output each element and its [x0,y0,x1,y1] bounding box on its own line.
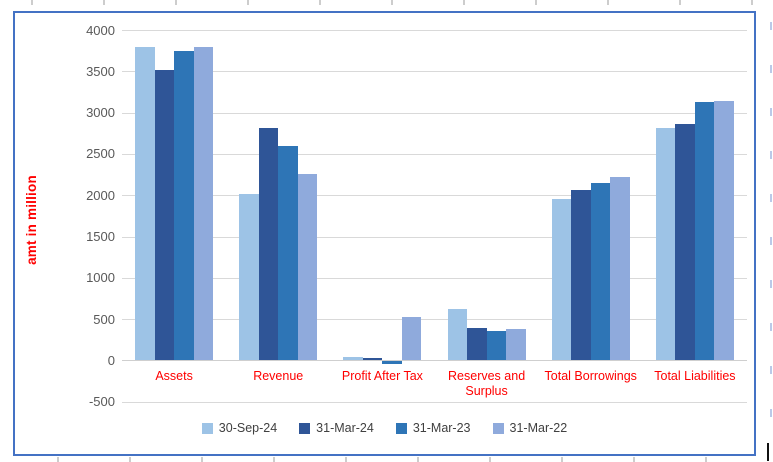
legend-label: 31-Mar-24 [316,421,374,435]
legend-item-31-Mar-24[interactable]: 31-Mar-24 [299,421,374,435]
worksheet-row-tick [770,65,772,73]
legend: 30-Sep-24 31-Mar-24 31-Mar-23 31-Mar-22 [15,417,754,439]
legend-swatch-icon [492,422,504,434]
gridline-3000 [122,112,747,114]
gridline-500 [122,319,747,321]
y-tick-label-3500: 3500 [86,63,115,79]
bar-31-Mar-24-reserves-and-surplus[interactable] [467,328,487,361]
bar-31-Mar-24-revenue[interactable] [258,128,279,361]
worksheet-column-tick [175,0,177,5]
y-tick-label-4000: 4000 [86,22,115,38]
gridline-3500 [122,71,747,73]
y-tick-label-1500: 1500 [86,229,115,244]
y-tick-label-500: 500 [93,311,115,327]
bar-31-Mar-22-reserves-and-surplus[interactable] [506,329,526,361]
bar-31-Mar-22-total-liabilities[interactable] [714,101,734,361]
y-tick-label-2000: 2000 [86,187,115,203]
y-tick-label-3000: 3000 [86,105,115,121]
cell-cursor [767,443,769,461]
category-label-revenue: Revenue [253,369,304,384]
worksheet-column-tick [705,457,707,462]
worksheet-row-tick [770,409,772,417]
worksheet-column-tick [751,0,753,5]
worksheet-row-tick [770,237,772,245]
y-tick-label-0: 0 [107,352,115,368]
worksheet-column-tick [561,457,563,462]
bar-30-Sep-24-assets[interactable] [135,46,155,361]
gridline-2500 [122,153,747,155]
worksheet-row-tick [770,151,772,159]
category-label-total-liabilities: Total Liabilities [654,369,736,384]
worksheet-column-tick [273,457,275,462]
legend-swatch-icon [395,422,407,434]
bar-31-Mar-24-total-liabilities[interactable] [675,124,695,361]
bar-31-Mar-22-revenue[interactable] [297,173,318,361]
worksheet-column-tick [201,457,203,462]
worksheet-column-tick [31,0,33,5]
category-label-reserves-and-surplus: Reserves and Surplus [448,369,526,399]
bar-30-Sep-24-revenue[interactable] [239,194,259,361]
bar-31-Mar-23-total-borrowings[interactable] [590,182,611,361]
category-label-profit-after-tax: Profit After Tax [341,369,423,384]
y-axis-title: amt in million [24,175,39,265]
worksheet-column-tick [463,0,465,5]
chart-area[interactable]: amt in million 4000 3500 3000 2500 2000 1500 1… [13,11,756,456]
legend-item-31-Mar-22[interactable]: 31-Mar-22 [492,421,568,435]
bar-30-Sep-24-reserves-and-surplus[interactable] [447,309,468,361]
legend-label: 30-Sep-24 [218,421,278,435]
worksheet-row-tick [770,22,772,30]
worksheet-column-tick [633,457,635,462]
category-label-assets: Assets [155,369,193,384]
worksheet-column-tick [535,0,537,5]
gridline-4000 [122,30,747,31]
worksheet-column-tick [345,457,347,462]
legend-item-30-Sep-24[interactable]: 30-Sep-24 [201,421,278,435]
worksheet-row-tick [770,280,772,288]
worksheet-column-tick [247,0,249,5]
bar-31-Mar-23-revenue[interactable] [278,145,298,361]
worksheet-column-tick [607,0,609,5]
gridline-1000 [122,277,747,279]
y-tick-label-1000: 1000 [86,270,115,286]
bar-30-Sep-24-total-borrowings[interactable] [551,199,572,361]
gridline-1500 [122,236,747,238]
bar-31-Mar-22-profit-after-tax[interactable] [401,316,422,361]
y-tick-label-2500: 2500 [86,146,115,162]
worksheet-column-tick [57,457,59,462]
bar-31-Mar-23-profit-after-tax[interactable] [382,361,402,364]
bar-31-Mar-24-profit-after-tax[interactable] [362,357,383,361]
worksheet-row-tick [770,194,772,202]
bar-31-Mar-22-total-borrowings[interactable] [610,177,630,361]
bar-31-Mar-22-assets[interactable] [193,47,214,361]
legend-label: 31-Mar-23 [412,421,471,435]
worksheet-column-tick [103,0,105,5]
category-label-total-borrowings: Total Borrowings [544,369,637,384]
bar-31-Mar-24-assets[interactable] [154,70,175,361]
worksheet-column-tick [489,457,491,462]
legend-item-31-Mar-23[interactable]: 31-Mar-23 [395,421,471,435]
worksheet-column-tick [391,0,393,5]
worksheet-row-tick [770,108,772,116]
y-tick-label--500: -500 [88,394,115,410]
bar-30-Sep-24-total-liabilities[interactable] [655,128,676,361]
legend-swatch-icon [201,422,213,434]
bar-31-Mar-23-assets[interactable] [174,51,194,361]
legend-label: 31-Mar-22 [509,421,568,435]
gridline--500 [122,401,747,403]
bar-30-Sep-24-profit-after-tax[interactable] [343,357,363,361]
gridline-2000 [122,195,747,197]
worksheet-column-tick [319,0,321,5]
worksheet-column-tick [417,457,419,462]
legend-swatch-icon [299,422,311,434]
bar-31-Mar-23-total-liabilities[interactable] [694,101,715,361]
bar-31-Mar-24-total-borrowings[interactable] [571,190,591,361]
gridline-0 [122,360,747,362]
worksheet-column-tick [129,457,131,462]
worksheet-row-tick [770,366,772,374]
bar-31-Mar-23-reserves-and-surplus[interactable] [486,331,507,361]
worksheet-row-tick [770,323,772,331]
worksheet-column-tick [679,0,681,5]
